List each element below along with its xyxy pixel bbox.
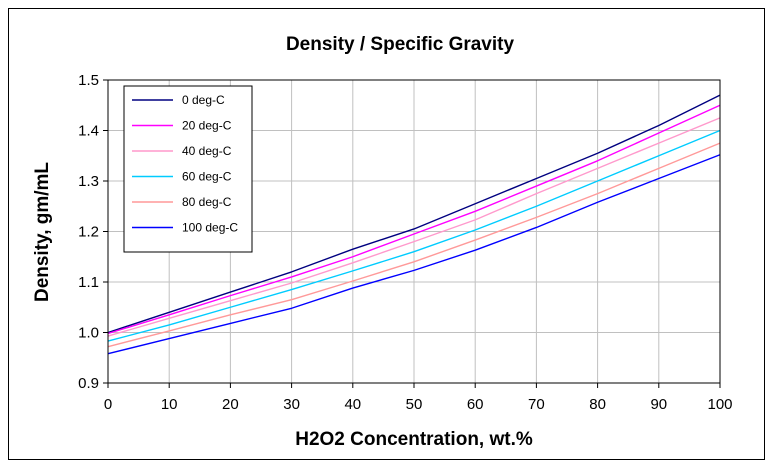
- series-line-4: [107, 142, 721, 348]
- series-line-0: [107, 94, 721, 334]
- legend-label-0: 0 deg-C: [182, 93, 225, 107]
- legend-label-1: 20 deg-C: [182, 119, 232, 133]
- y-tick-label: 1.3: [78, 173, 99, 190]
- legend-label-3: 60 deg-C: [182, 170, 232, 184]
- x-tick-label: 10: [161, 396, 178, 413]
- x-tick-label: 80: [589, 396, 606, 413]
- legend-label-5: 100 deg-C: [182, 221, 238, 235]
- x-tick-label: 90: [650, 396, 667, 413]
- legend: 0 deg-C 20 deg-C 40 deg-C 60 deg-C 80 deg-C 1…: [123, 85, 253, 253]
- x-tick-label: 60: [467, 396, 484, 413]
- x-tick-label: 30: [283, 396, 300, 413]
- y-axis-ticks: 0.9 1.0 1.1 1.2 1.3 1.4 1.5: [78, 72, 108, 392]
- x-axis-title: H2O2 Concentration, wt.%: [295, 429, 533, 450]
- x-tick-label: 0: [104, 396, 112, 413]
- series-line-3: [107, 129, 721, 342]
- x-axis-ticks: 0 10 20 30 40 50 60 70 80 90 100: [104, 383, 733, 413]
- x-tick-label: 40: [344, 396, 361, 413]
- legend-label-4: 80 deg-C: [182, 195, 232, 209]
- y-tick-label: 1.1: [78, 274, 99, 291]
- y-tick-label: 1.2: [78, 224, 99, 241]
- series-lines: [107, 94, 721, 355]
- y-tick-label: 1.4: [78, 123, 99, 140]
- y-tick-label: 1.5: [78, 72, 99, 89]
- legend-label-2: 40 deg-C: [182, 144, 232, 158]
- y-axis-title: Density, gm/mL: [32, 162, 53, 302]
- grid-lines: [108, 80, 720, 383]
- x-tick-label: 100: [707, 396, 732, 413]
- series-line-1: [107, 104, 721, 335]
- x-tick-label: 20: [222, 396, 239, 413]
- x-tick-label: 70: [528, 396, 545, 413]
- series-line-5: [107, 154, 721, 355]
- chart-title: Density / Specific Gravity: [286, 34, 515, 55]
- y-tick-label: 0.9: [78, 375, 99, 392]
- x-tick-label: 50: [406, 396, 423, 413]
- y-tick-label: 1.0: [78, 325, 99, 342]
- series-line-2: [107, 117, 721, 337]
- legend-box: [123, 85, 253, 253]
